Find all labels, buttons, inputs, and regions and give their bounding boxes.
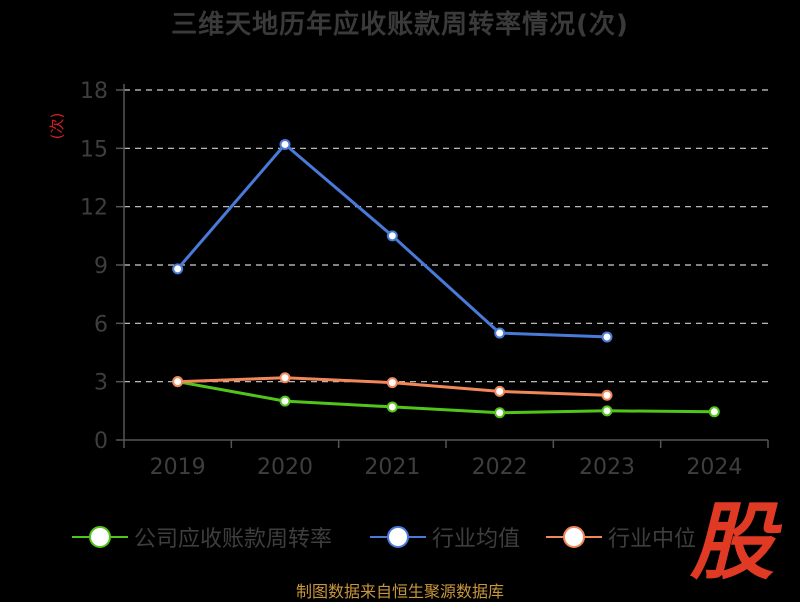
legend-label-company: 公司应收账款周转率 bbox=[134, 527, 333, 552]
series-lines bbox=[172, 138, 720, 419]
y-tick-label: 18 bbox=[80, 79, 108, 104]
x-tick-label: 2023 bbox=[579, 455, 635, 480]
x-tick-label: 2024 bbox=[686, 455, 742, 480]
x-tick-label: 2020 bbox=[257, 455, 313, 480]
tick-labels: 0 3 6 9 12 15 18 2019 2020 2021 2022 2023 2024 bbox=[80, 79, 742, 480]
data-point-2 bbox=[279, 372, 291, 384]
data-point-1 bbox=[172, 263, 184, 275]
data-point-1 bbox=[386, 230, 398, 242]
legend-swatch-industry-mean bbox=[370, 520, 426, 554]
data-point-2 bbox=[386, 377, 398, 389]
y-tick-label: 6 bbox=[94, 312, 108, 337]
legend-item-company[interactable]: 公司应收账款周转率 bbox=[72, 520, 332, 554]
legend-swatch-industry-median bbox=[546, 520, 602, 554]
data-point-2 bbox=[494, 385, 506, 397]
x-tick-label: 2019 bbox=[150, 455, 206, 480]
chart-title: 三维天地历年应收账款周转率情况(次) bbox=[171, 10, 629, 40]
axes bbox=[116, 84, 769, 448]
x-tick-label: 2022 bbox=[472, 455, 528, 480]
legend-label-industry-mean: 行业均值 bbox=[432, 527, 521, 552]
x-tick-label: 2021 bbox=[364, 455, 420, 480]
y-tick-label: 0 bbox=[94, 429, 108, 454]
data-point-0 bbox=[708, 406, 720, 418]
chart-legend: 公司应收账款周转率 行业均值 行业中位 bbox=[0, 520, 800, 554]
y-tick-label: 3 bbox=[94, 371, 108, 396]
legend-swatch-company bbox=[72, 520, 128, 554]
data-point-0 bbox=[386, 401, 398, 413]
grid-lines bbox=[124, 89, 768, 383]
y-axis-unit-label: (次) bbox=[48, 113, 66, 140]
data-point-1 bbox=[279, 138, 291, 150]
series-line-0 bbox=[177, 380, 715, 415]
data-point-2 bbox=[172, 376, 184, 388]
data-point-0 bbox=[494, 407, 506, 419]
legend-item-industry-median[interactable]: 行业中位 bbox=[546, 520, 696, 554]
data-point-1 bbox=[601, 331, 613, 343]
y-tick-label: 12 bbox=[80, 196, 108, 221]
data-point-0 bbox=[601, 405, 613, 417]
brand-logo: 股 bbox=[690, 493, 775, 591]
source-note: 制图数据来自恒生聚源数据库 bbox=[295, 582, 504, 601]
data-point-0 bbox=[279, 395, 291, 407]
legend-item-industry-mean[interactable]: 行业均值 bbox=[370, 520, 520, 554]
data-point-2 bbox=[601, 389, 613, 401]
data-point-1 bbox=[494, 327, 506, 339]
y-tick-label: 15 bbox=[80, 137, 108, 162]
legend-label-industry-median: 行业中位 bbox=[608, 527, 697, 552]
y-tick-label: 9 bbox=[94, 254, 108, 279]
